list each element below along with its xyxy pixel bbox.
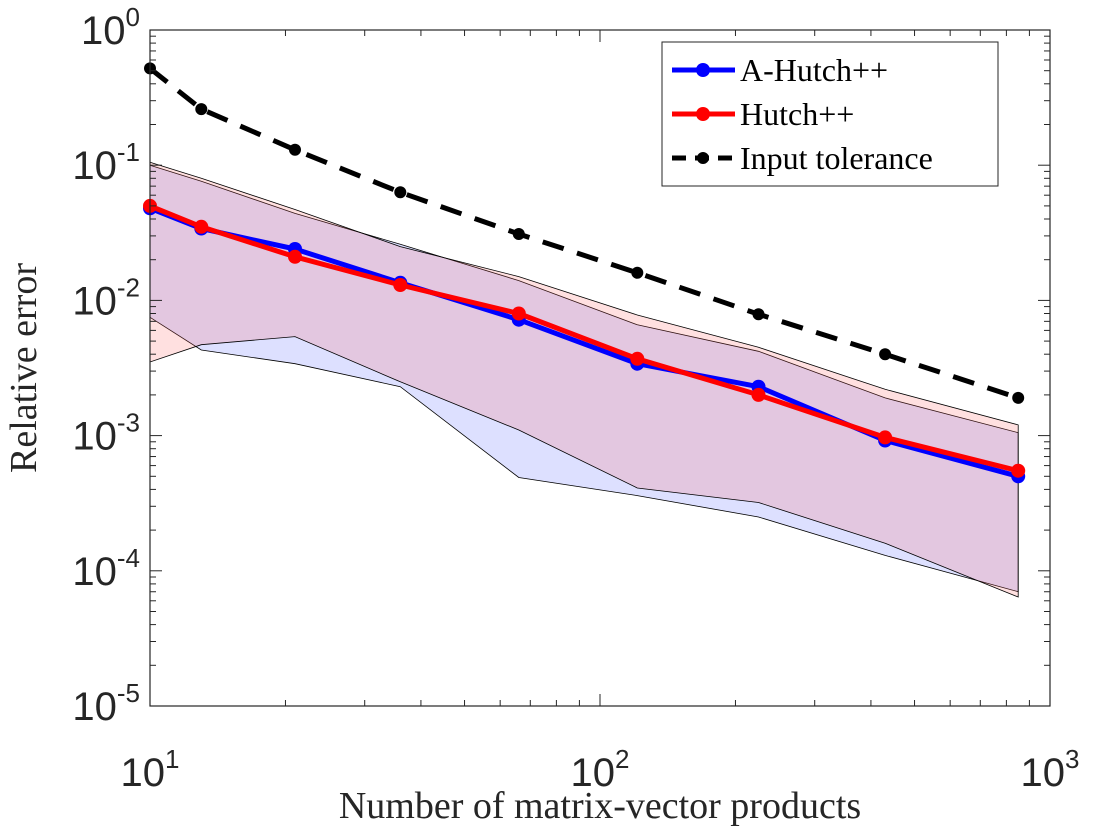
legend-label-2: Input tolerance — [740, 140, 933, 176]
series-2-point-3 — [394, 186, 407, 199]
series-2-point-2 — [289, 143, 301, 156]
legend: A-Hutch++ Hutch++ Input tolerance — [661, 41, 999, 187]
x-tick-label-0: 101 — [121, 744, 180, 795]
legend-marker-1 — [696, 107, 710, 121]
series-1-point-8 — [1011, 463, 1026, 478]
y-tick-label-0: 100 — [81, 2, 140, 53]
legend-marker-2 — [697, 152, 709, 164]
legend-label-0: A-Hutch++ — [740, 52, 888, 88]
data-series — [143, 62, 1026, 484]
series-2-point-1 — [195, 103, 208, 116]
y-tick-label-1: 10-1 — [72, 137, 140, 188]
series-1-point-4 — [511, 306, 526, 321]
legend-entries: A-Hutch++ Hutch++ Input tolerance — [672, 52, 933, 176]
series-1-point-6 — [751, 387, 766, 402]
y-axis-label: Relative error — [3, 263, 45, 473]
series-2-point-5 — [631, 266, 644, 279]
y-tick-label-2: 10-2 — [72, 272, 140, 323]
series-1-point-3 — [393, 278, 408, 292]
legend-label-1: Hutch++ — [740, 96, 854, 132]
axis-ticks — [149, 30, 1050, 707]
x-axis-label: Number of matrix-vector products — [339, 785, 861, 827]
y-tick-label-5: 10-5 — [72, 678, 140, 729]
series-1-point-7 — [878, 430, 893, 445]
tick-labels: 101 102 103 100 10-1 10-2 10-3 10-4 10-5 — [72, 2, 1079, 795]
series-1-point-1 — [194, 219, 209, 234]
x-tick-label-1: 102 — [571, 744, 630, 795]
y-tick-label-3: 10-3 — [72, 408, 140, 459]
series-1-point-2 — [288, 249, 302, 264]
series-2-point-4 — [512, 228, 525, 240]
x-tick-label-2: 103 — [1021, 744, 1080, 795]
legend-marker-0 — [696, 63, 710, 77]
series-2-point-8 — [1012, 391, 1025, 404]
series-2-point-6 — [752, 308, 765, 321]
series-1-point-5 — [630, 351, 645, 366]
y-tick-label-4: 10-4 — [72, 543, 140, 594]
series-2-point-7 — [879, 348, 892, 361]
